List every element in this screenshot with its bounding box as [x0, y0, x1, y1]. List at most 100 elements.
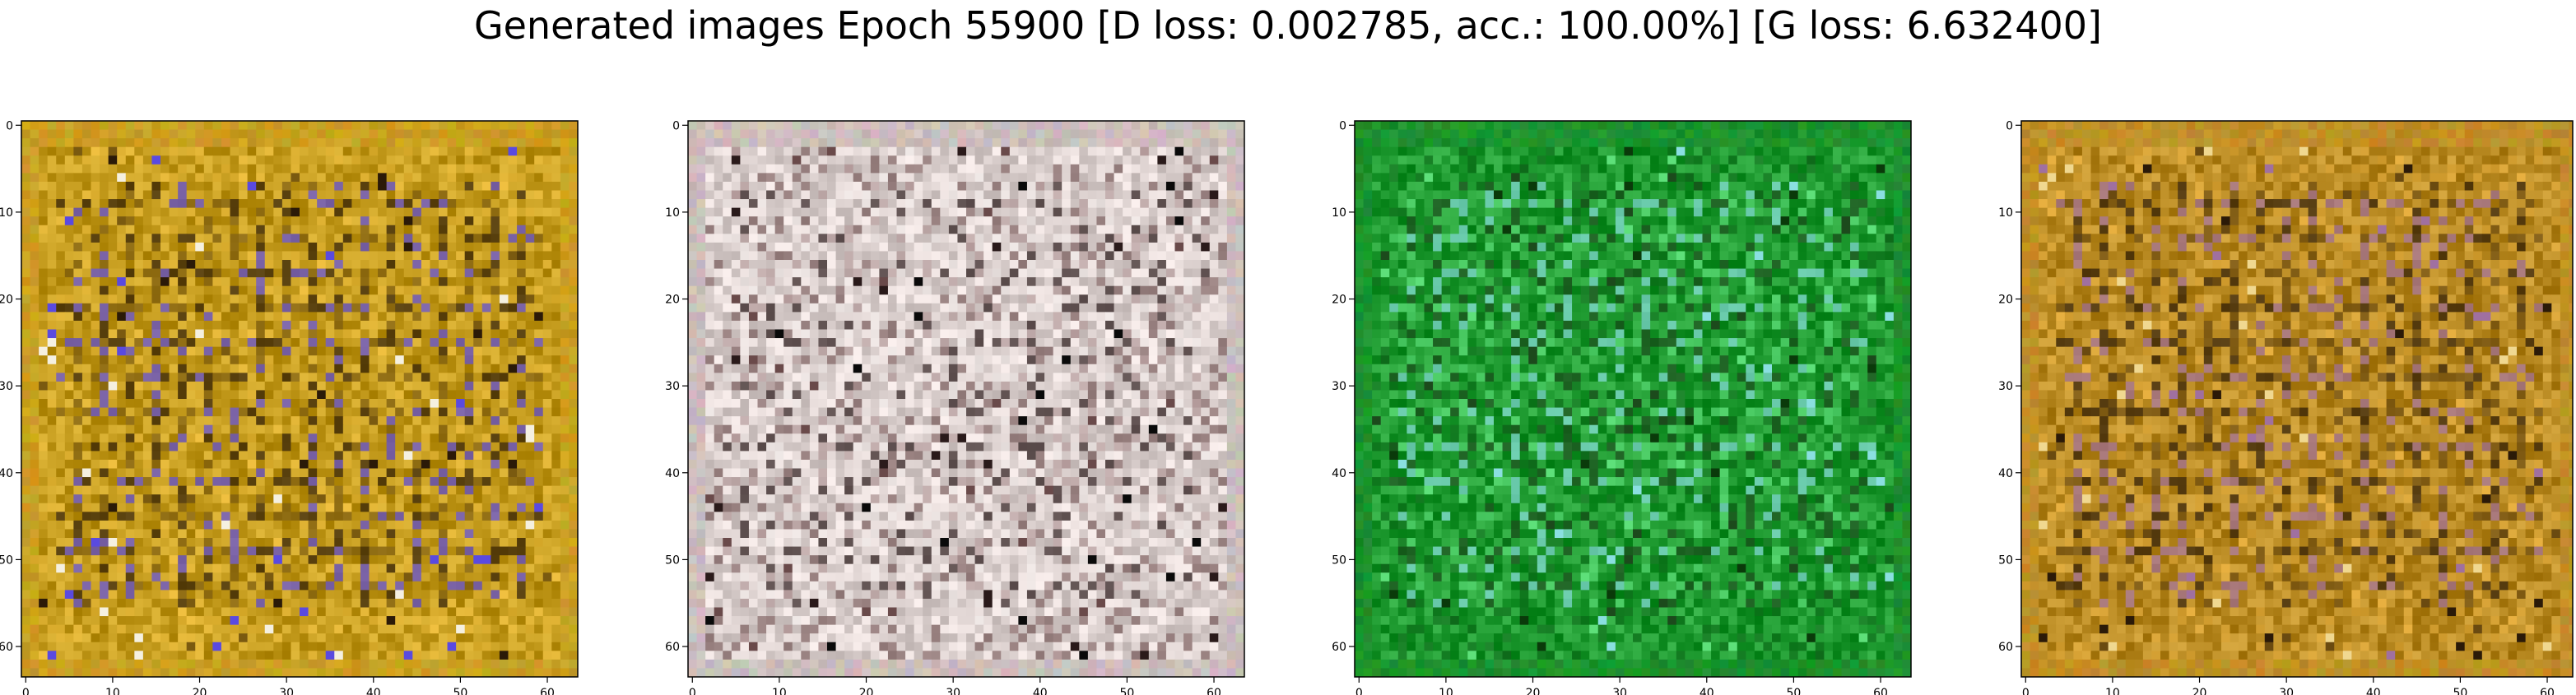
pixel	[1201, 129, 1211, 139]
pixel	[325, 294, 335, 304]
pixel	[517, 338, 527, 348]
pixel	[491, 555, 500, 565]
pixel	[421, 651, 431, 660]
pixel	[430, 181, 439, 192]
pixel	[757, 164, 767, 174]
pixel	[1226, 121, 1237, 131]
pixel	[142, 659, 153, 670]
pixel	[73, 268, 83, 278]
pixel	[1018, 164, 1028, 174]
pixel	[974, 129, 984, 139]
pixel	[1096, 164, 1106, 174]
pixel	[386, 199, 396, 209]
pixel	[974, 138, 984, 148]
pixel	[542, 442, 552, 452]
pixel	[300, 581, 309, 591]
pixel	[300, 598, 309, 609]
pixel	[696, 121, 706, 131]
pixel	[134, 312, 144, 322]
pixel	[447, 459, 457, 470]
pixel	[992, 216, 1002, 226]
pixel	[264, 598, 274, 609]
pixel	[195, 581, 205, 591]
pixel	[1087, 121, 1098, 131]
pixel	[481, 616, 491, 626]
pixel	[421, 181, 431, 192]
pixel	[1035, 138, 1045, 148]
pixel	[325, 624, 335, 634]
pixel	[1044, 225, 1054, 234]
pixel	[923, 121, 932, 131]
pixel	[456, 355, 466, 365]
pixel	[39, 277, 49, 287]
pixel	[748, 173, 759, 183]
pixel	[403, 364, 413, 373]
pixel	[291, 251, 300, 261]
pixel	[412, 129, 422, 139]
pixel	[1209, 121, 1219, 131]
pixel	[212, 407, 222, 417]
pixel	[325, 138, 335, 148]
pixel	[334, 607, 344, 617]
pixel	[178, 459, 188, 470]
pixel	[966, 146, 976, 156]
pixel	[1018, 181, 1028, 192]
pixel	[688, 138, 698, 148]
pixel	[230, 364, 239, 373]
pixel	[247, 399, 257, 409]
pixel	[569, 572, 578, 582]
pixel	[551, 320, 561, 331]
pixel	[160, 477, 170, 487]
pixel	[317, 329, 327, 339]
pixel	[403, 512, 413, 521]
pixel	[1226, 199, 1237, 209]
pixel	[430, 268, 439, 278]
pixel	[491, 355, 500, 365]
pixel	[983, 121, 993, 131]
pixel	[64, 207, 74, 217]
pixel	[569, 338, 578, 348]
pixel	[100, 581, 109, 591]
pixel	[334, 468, 344, 478]
pixel	[195, 355, 205, 365]
pixel	[464, 555, 474, 565]
pixel	[931, 121, 941, 131]
pixel	[351, 320, 361, 331]
pixel	[714, 207, 723, 217]
pixel	[30, 546, 40, 556]
pixel	[369, 164, 379, 174]
pixel	[896, 173, 906, 183]
pixel	[169, 121, 179, 131]
pixel	[696, 225, 706, 234]
pixel	[342, 442, 352, 452]
pixel	[491, 485, 500, 495]
pixel	[108, 181, 118, 192]
pixel	[1062, 173, 1072, 183]
pixel	[273, 390, 283, 400]
pixel	[714, 173, 723, 183]
pixel	[957, 121, 967, 131]
pixel	[273, 616, 283, 626]
pixel	[731, 173, 741, 183]
pixel	[334, 651, 344, 660]
pixel	[430, 572, 439, 582]
pixel	[39, 285, 49, 295]
pixel	[378, 390, 388, 400]
pixel	[169, 207, 179, 217]
pixel	[378, 346, 388, 356]
pixel	[264, 199, 274, 209]
pixel	[378, 633, 388, 643]
pixel	[195, 503, 205, 512]
pixel	[378, 181, 388, 192]
pixel	[30, 512, 40, 521]
pixel	[783, 190, 793, 200]
pixel	[421, 381, 431, 392]
pixel	[73, 138, 83, 148]
pixel	[464, 155, 474, 165]
pixel	[395, 312, 405, 322]
pixel	[334, 129, 344, 139]
pixel	[542, 572, 552, 582]
pixel	[273, 346, 283, 356]
pixel	[169, 424, 179, 434]
pixel	[142, 651, 153, 660]
